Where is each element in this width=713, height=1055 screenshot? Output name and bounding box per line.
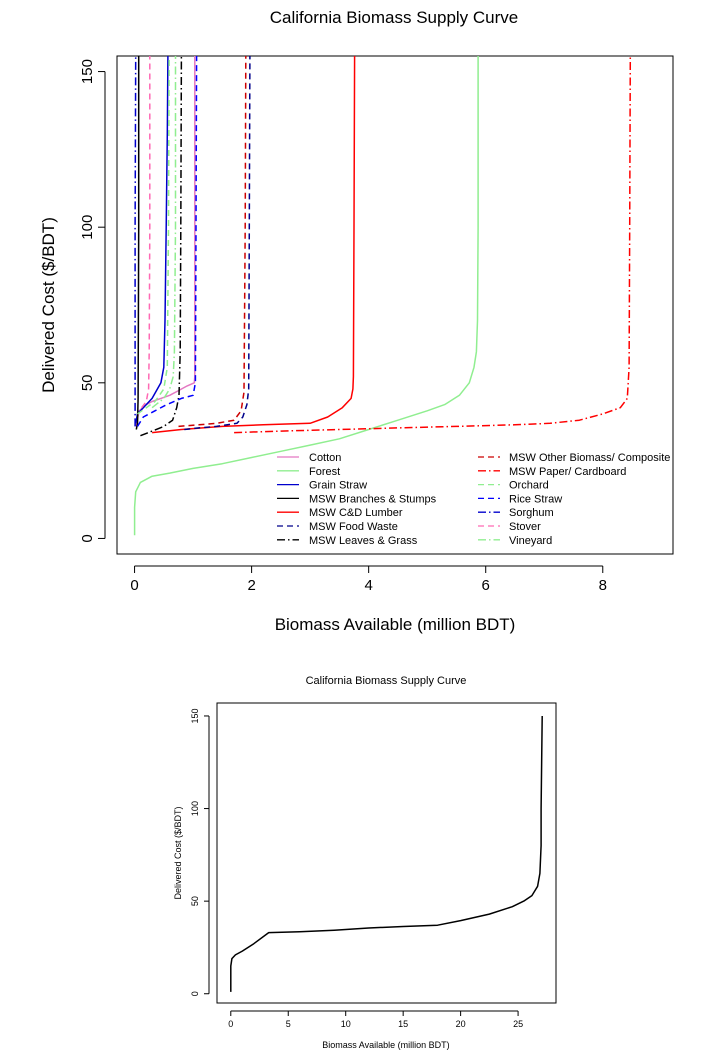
chart-1-x-tick-label: 6	[482, 577, 490, 594]
chart-1-legend-label: Forest	[309, 466, 340, 478]
chart-2: California Biomass Supply Curve 0 5 10 15 20…	[173, 675, 557, 1050]
chart-1-x-tick-label: 2	[247, 577, 255, 594]
chart-1-x-tick-label: 4	[364, 577, 372, 594]
chart-2-x-tick-label: 20	[456, 1019, 466, 1029]
chart-1-legend-label: MSW Food Waste	[309, 521, 398, 533]
chart-1-legend-label: Stover	[509, 521, 541, 533]
chart-1-series-line-sorghum	[134, 55, 137, 427]
chart-2-y-axis: 0 50 100 150	[190, 708, 210, 996]
chart-2-y-tick-label: 0	[190, 991, 200, 996]
chart-1-series-line-stover	[141, 56, 151, 409]
chart-1-legend-label: Orchard	[509, 480, 549, 492]
chart-1-legend-label: MSW Branches & Stumps	[309, 493, 437, 505]
chart-1-series-line-rice-straw	[136, 55, 198, 427]
chart-1-series-line-msw-food-waste	[184, 55, 251, 431]
chart-1-legend-label: Grain Straw	[309, 480, 367, 492]
chart-1-legend-label: Rice Straw	[509, 493, 562, 505]
chart-1-legend-label: MSW Other Biomass/ Composite	[509, 452, 670, 464]
chart-1-series-line-grain-straw	[134, 55, 169, 424]
chart-1-x-axis-label: Biomass Available (million BDT)	[275, 615, 516, 634]
chart-1-legend-label: MSW C&D Lumber	[309, 507, 403, 519]
chart-1-series-line-vineyard	[151, 56, 177, 409]
chart-2-x-tick-label: 15	[398, 1019, 408, 1029]
chart-1-y-tick-label: 100	[79, 215, 96, 240]
chart-1-legend-label: MSW Leaves & Grass	[309, 535, 418, 547]
chart-2-y-tick-label: 100	[190, 801, 200, 816]
chart-2-x-tick-label: 0	[228, 1019, 233, 1029]
chart-2-x-axis-label: Biomass Available (million BDT)	[322, 1040, 449, 1050]
chart-1-y-tick-label: 50	[79, 374, 96, 391]
chart-1-title: California Biomass Supply Curve	[270, 8, 519, 27]
chart-1-legend-label: MSW Paper/ Cardboard	[509, 466, 626, 478]
chart-1-plot-frame	[116, 55, 674, 555]
chart-1-series-line-msw-c-d-lumber	[152, 55, 356, 434]
chart-2-x-tick-label: 5	[286, 1019, 291, 1029]
chart-2-y-tick-label: 50	[190, 896, 200, 906]
chart-1-y-tick-label: 150	[79, 59, 96, 84]
chart-1: California Biomass Supply Curve 0 2 4 6 8 0 5…	[39, 8, 674, 634]
chart-1-y-axis: 0 50 100 150	[79, 59, 106, 543]
chart-1-series-line-msw-other-biomass-composite	[178, 55, 247, 428]
chart-2-title: California Biomass Supply Curve	[306, 675, 467, 687]
chart-1-x-axis: 0 2 4 6 8	[130, 565, 607, 594]
chart-2-x-axis: 0 5 10 15 20 25	[228, 1010, 523, 1029]
chart-1-series-line-msw-paper-cardboard	[234, 55, 632, 434]
chart-1-x-tick-label: 8	[599, 577, 607, 594]
chart-1-y-tick-label: 0	[79, 534, 96, 542]
chart-1-legend-label: Sorghum	[509, 507, 554, 519]
chart-2-series-lines	[230, 715, 543, 992]
chart-2-x-tick-label: 25	[513, 1019, 523, 1029]
chart-1-series-line-msw-leaves-grass	[140, 55, 183, 437]
chart-2-y-tick-label: 150	[190, 708, 200, 723]
chart-2-x-tick-label: 10	[341, 1019, 351, 1029]
chart-1-series-line-orchard	[137, 55, 170, 415]
chart-1-legend-label: Vineyard	[509, 535, 552, 547]
chart-1-series-line-forest	[133, 56, 479, 536]
chart-1-series-line-msw-branches-stumps	[135, 56, 140, 430]
chart-2-plot-frame	[216, 702, 557, 1004]
chart-2-series-line	[230, 715, 543, 992]
chart-1-y-axis-label: Delivered Cost ($/BDT)	[39, 217, 58, 393]
chart-1-x-tick-label: 0	[130, 577, 138, 594]
chart-1-series-line-cotton	[134, 56, 196, 427]
chart-1-legend-label: Cotton	[309, 452, 341, 464]
chart-1-series-lines	[133, 55, 632, 536]
chart-2-y-axis-label: Delivered Cost ($/BDT)	[173, 806, 183, 899]
